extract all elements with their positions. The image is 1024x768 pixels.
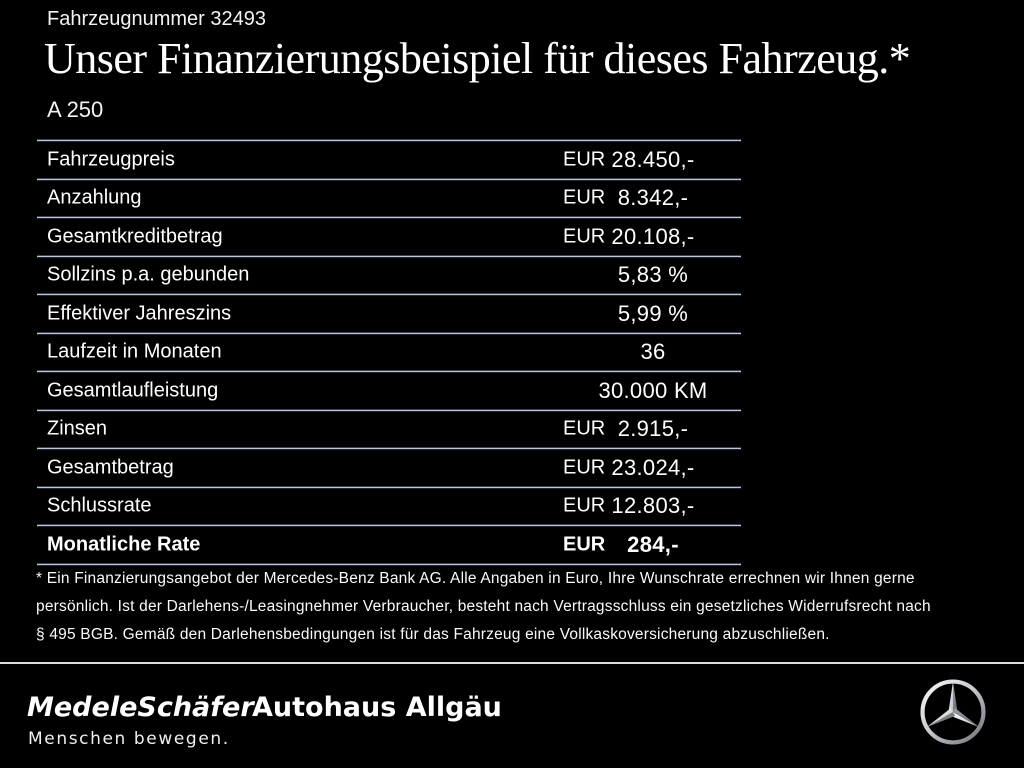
- row-label: Anzahlung: [47, 186, 142, 209]
- table-divider: [37, 447, 741, 450]
- table-divider: [37, 562, 741, 566]
- row-currency: EUR: [563, 494, 606, 517]
- row-label: Sollzins p.a. gebunden: [47, 263, 250, 286]
- row-label: Monatliche Rate: [47, 533, 201, 556]
- table-row: Fahrzeugpreis EUR 28.450,-: [37, 142, 741, 178]
- row-label: Gesamtbetrag: [47, 456, 174, 479]
- table-divider: [37, 331, 741, 335]
- page-title: Unser Finanzierungsbeispiel für dieses F…: [44, 34, 911, 83]
- row-value: 30.000 KM: [598, 377, 708, 403]
- dealer-tagline: Menschen bewegen.: [28, 729, 230, 749]
- table-divider: [37, 177, 741, 181]
- row-value: 8.342,-: [617, 185, 689, 211]
- row-value: 284,-: [627, 531, 679, 557]
- table-divider: [37, 408, 741, 412]
- table-row: Gesamtbetrag EUR 23.024,-: [37, 450, 741, 486]
- footnote-line: * Ein Finanzierungsangebot der Mercedes-…: [36, 570, 915, 587]
- table-divider: [37, 254, 741, 258]
- model-name: A 250: [47, 97, 104, 122]
- footnote: * Ein Finanzierungsangebot der Mercedes-…: [36, 565, 931, 649]
- row-currency: EUR: [563, 533, 606, 556]
- table-divider: [37, 370, 741, 373]
- row-value: 28.450,-: [611, 146, 695, 172]
- mercedes-star-icon: [920, 679, 986, 745]
- table-row: Sollzins p.a. gebunden 5,83 %: [37, 258, 741, 294]
- row-label: Gesamtlaufleistung: [47, 379, 219, 402]
- table-divider: [37, 139, 741, 142]
- row-currency: EUR: [563, 456, 606, 479]
- row-label: Laufzeit in Monaten: [47, 340, 222, 363]
- row-label: Effektiver Jahreszins: [47, 302, 232, 325]
- table-row: Schlussrate EUR 12.803,-: [37, 489, 741, 525]
- vehicle-number: Fahrzeugnummer 32493: [47, 8, 267, 30]
- row-value: 23.024,-: [611, 454, 695, 480]
- row-label: Gesamtkreditbetrag: [47, 225, 223, 248]
- row-label: Zinsen: [47, 417, 108, 440]
- table-row: Effektiver Jahreszins 5,99 %: [37, 296, 741, 332]
- table-row: Gesamtlaufleistung 30.000 KM: [37, 373, 741, 409]
- financing-table: Fahrzeugpreis EUR 28.450,- Anzahlung EUR…: [37, 139, 741, 566]
- dealer-logo-autohaus-allgaeu: Autohaus Allgäu: [252, 692, 502, 723]
- table-row: Monatliche Rate EUR 284,-: [37, 527, 741, 563]
- table-row: Anzahlung EUR 8.342,-: [37, 181, 741, 217]
- footnote-line: § 495 BGB. Gemäß den Darlehensbedingunge…: [36, 626, 830, 643]
- table-row: Laufzeit in Monaten 36: [37, 335, 741, 371]
- row-currency: EUR: [563, 225, 606, 248]
- footer-separator: [0, 662, 1024, 664]
- table-divider: [37, 293, 741, 296]
- row-currency: EUR: [563, 148, 606, 171]
- table-row: Zinsen EUR 2.915,-: [37, 412, 741, 448]
- row-currency: EUR: [563, 186, 606, 209]
- row-value: 5,99 %: [617, 300, 689, 326]
- row-currency: EUR: [563, 417, 606, 440]
- table-row: Gesamtkreditbetrag EUR 20.108,-: [37, 219, 741, 255]
- dealer-logo-medele-schaefer: MedeleSchäfer: [27, 692, 254, 723]
- row-label: Schlussrate: [47, 494, 152, 517]
- footnote-line: persönlich. Ist der Darlehens-/Leasingne…: [36, 598, 931, 615]
- row-value: 5,83 %: [617, 262, 689, 288]
- row-value: 36: [640, 339, 666, 365]
- row-label: Fahrzeugpreis: [47, 148, 175, 171]
- table-divider: [37, 524, 741, 527]
- row-value: 20.108,-: [611, 223, 695, 249]
- row-value: 12.803,-: [611, 493, 695, 519]
- row-value: 2.915,-: [617, 416, 689, 442]
- table-divider: [37, 485, 741, 489]
- table-divider: [37, 216, 741, 219]
